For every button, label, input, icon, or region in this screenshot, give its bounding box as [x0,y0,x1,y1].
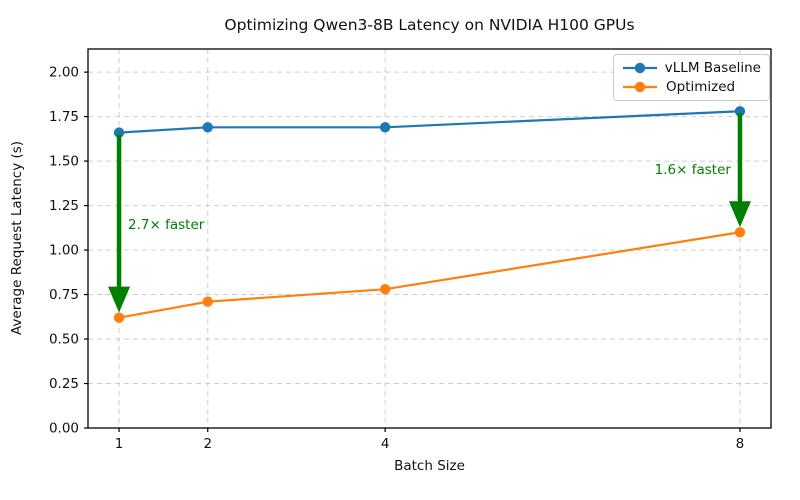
annotation-speedup-batch8: 1.6× faster [654,161,731,178]
legend-label-baseline: vLLM Baseline [664,60,761,77]
x-tick-label: 2 [203,436,212,452]
legend-line-sample-optimized [623,81,657,92]
annotation-speedup-batch1: 2.7× faster [128,217,205,234]
plot-border [87,48,772,429]
y-tick-label: 1.75 [49,109,79,125]
data-point [379,284,391,295]
y-tick-label: 0.50 [49,332,79,348]
chart-title: Optimizing Qwen3-8B Latency on NVIDIA H1… [224,16,635,34]
y-tick-label: 1.00 [49,243,79,259]
y-tick-label: 0.25 [49,376,79,392]
gridlines [88,49,771,429]
legend: vLLM Baseline Optimized [613,54,770,101]
data-point [734,106,746,117]
legend-label-optimized: Optimized [666,78,736,95]
data-point [379,122,391,133]
y-tick-label: 0.75 [49,287,79,303]
x-tick-label: 8 [736,436,745,452]
axis-ticks: 1 2 4 8 0.00 0.25 0.50 0.75 1.00 1.25 1.50 1.75 2.00 [49,65,744,452]
data-point [734,227,746,238]
y-axis-label: Average Request Latency (s) [9,140,25,336]
legend-item-vllm-baseline: vLLM Baseline [621,60,761,76]
x-axis-label: Batch Size [394,458,465,474]
y-tick-label: 1.25 [49,198,79,214]
series-line-1 [117,231,742,319]
speedup-arrow-1 [728,113,751,228]
data-point [113,127,125,138]
x-tick-label: 1 [115,436,124,452]
y-tick-label: 2.00 [49,65,79,81]
y-tick-label: 1.50 [49,154,79,170]
data-point [113,312,125,323]
y-tick-label: 0.00 [49,421,79,437]
legend-line-sample-baseline [623,63,657,74]
x-tick-label: 4 [381,436,390,452]
data-point [202,122,213,133]
series-line-0 [117,110,742,134]
legend-item-optimized: Optimized [621,79,761,95]
data-point [202,296,213,307]
speedup-arrow-0 [108,134,131,313]
